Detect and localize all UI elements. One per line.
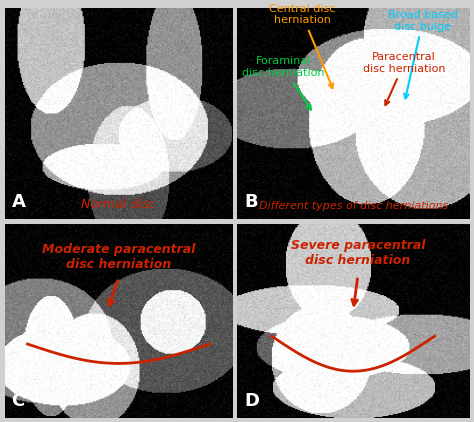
Text: D: D [244, 392, 259, 410]
Text: Broad based
disc bulge: Broad based disc bulge [388, 10, 458, 98]
Text: Paracentral
disc herniation: Paracentral disc herniation [363, 52, 446, 105]
Text: Different types of disc herniations: Different types of disc herniations [258, 201, 448, 211]
Text: Moderate paracentral
disc herniation: Moderate paracentral disc herniation [42, 243, 195, 271]
Text: B: B [244, 193, 257, 211]
Text: Normal disc: Normal disc [82, 198, 155, 211]
Text: Severe paracentral
disc herniation: Severe paracentral disc herniation [291, 239, 425, 267]
Text: Central disc
herniation: Central disc herniation [269, 4, 335, 88]
Text: A: A [11, 193, 26, 211]
Text: C: C [11, 392, 25, 410]
Text: Foraminal
disc herniation: Foraminal disc herniation [242, 57, 325, 110]
